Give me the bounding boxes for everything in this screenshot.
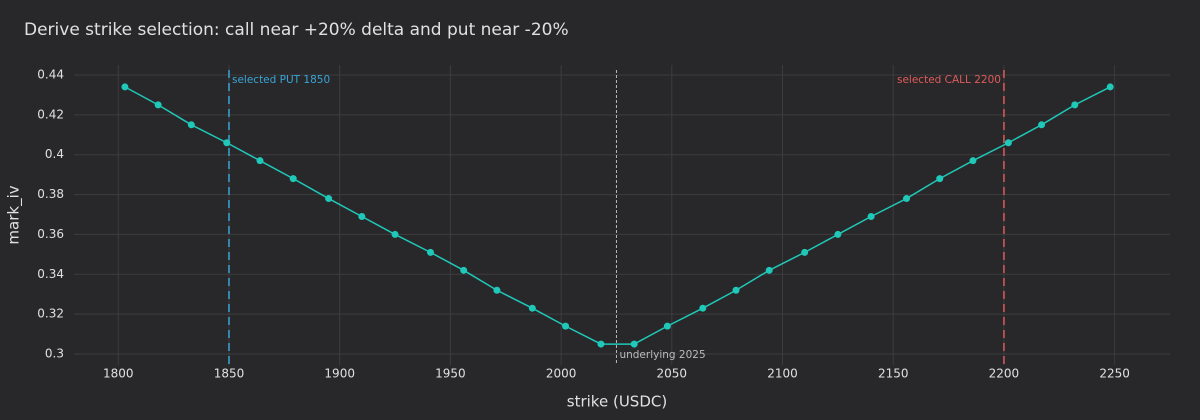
data-line <box>124 86 1111 345</box>
x-tick-label: 1950 <box>435 367 466 381</box>
y-tick-label: 0.3 <box>45 347 64 361</box>
data-point <box>936 175 944 183</box>
data-point <box>289 175 297 183</box>
data-point <box>121 83 129 91</box>
data-point <box>391 230 399 238</box>
data-point <box>630 340 638 348</box>
reference-label: selected PUT 1850 <box>232 74 330 86</box>
data-point <box>460 266 468 274</box>
y-tick-label: 0.36 <box>37 227 64 241</box>
data-point <box>358 212 366 220</box>
data-point <box>903 195 911 203</box>
x-tick-label: 2050 <box>657 367 688 381</box>
y-tick-label: 0.34 <box>37 267 64 281</box>
x-tick-label: 1900 <box>324 367 355 381</box>
reference-label: selected CALL 2200 <box>897 74 1001 86</box>
y-tick-label: 0.44 <box>37 67 64 81</box>
x-tick-label: 2250 <box>1099 367 1130 381</box>
x-tick-label: 2200 <box>989 367 1020 381</box>
reference-label: underlying 2025 <box>619 349 705 361</box>
data-point <box>1106 83 1114 91</box>
data-point <box>325 195 333 203</box>
data-point <box>1038 121 1046 129</box>
y-tick-label: 0.4 <box>45 147 64 161</box>
x-tick-label: 2000 <box>546 367 577 381</box>
data-point <box>426 248 434 256</box>
data-point <box>256 157 264 165</box>
y-tick-label: 0.42 <box>37 107 64 121</box>
data-point <box>562 322 570 330</box>
data-point <box>1004 139 1012 147</box>
data-point <box>528 304 536 312</box>
x-tick-label: 1800 <box>103 367 134 381</box>
data-point <box>834 230 842 238</box>
data-point <box>1071 101 1079 109</box>
data-point <box>801 248 809 256</box>
y-tick-label: 0.32 <box>37 307 64 321</box>
y-axis-title: mark_iv <box>5 185 24 244</box>
data-point <box>223 139 231 147</box>
y-tick-label: 0.38 <box>37 187 64 201</box>
x-axis-title: strike (USDC) <box>567 393 667 411</box>
chart-title: Derive strike selection: call near +20% … <box>24 20 569 40</box>
data-point <box>699 304 707 312</box>
data-point <box>867 212 875 220</box>
data-point <box>187 121 195 129</box>
x-tick-label: 1850 <box>214 367 245 381</box>
data-point <box>765 266 773 274</box>
data-point <box>732 286 740 294</box>
data-point <box>969 157 977 165</box>
data-point <box>663 322 671 330</box>
x-tick-label: 2100 <box>767 367 798 381</box>
data-point <box>493 286 501 294</box>
data-point <box>154 101 162 109</box>
data-point <box>597 340 605 348</box>
x-tick-label: 2150 <box>878 367 909 381</box>
